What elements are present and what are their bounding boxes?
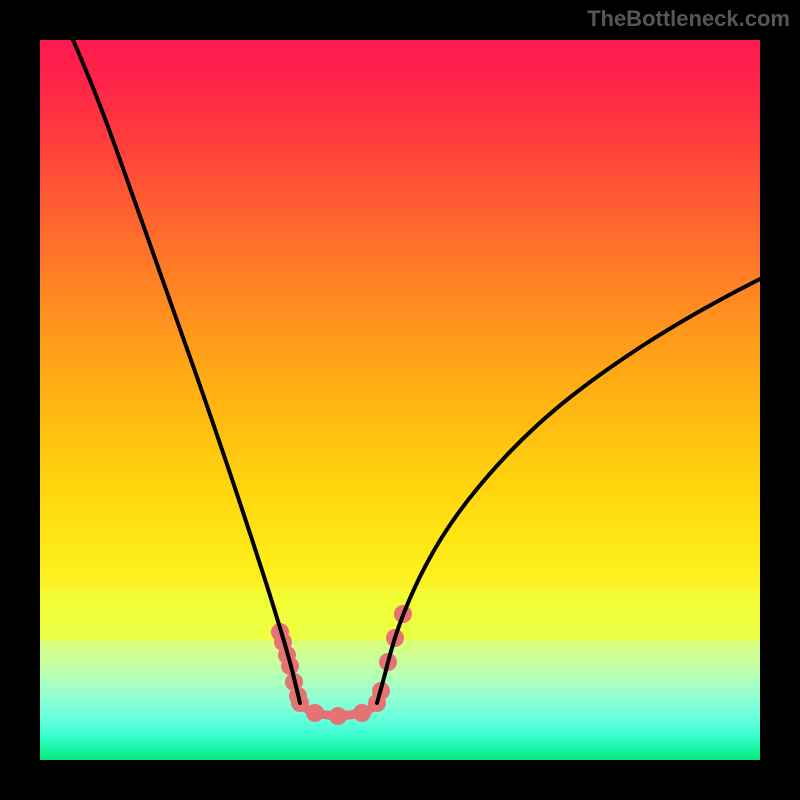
chart-stage: TheBottleneck.com [0,0,800,800]
gradient-background [40,40,760,760]
plot-area [40,40,760,760]
bottleneck-curve-chart [0,0,800,800]
watermark-text: TheBottleneck.com [587,6,790,32]
